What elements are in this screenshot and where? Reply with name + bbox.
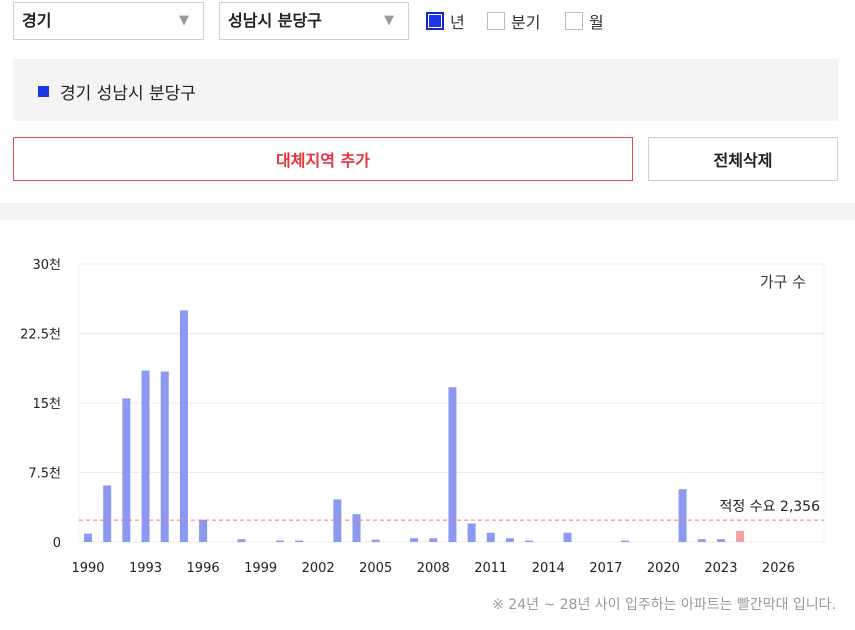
delete-all-button[interactable]: 전체삭제	[648, 137, 838, 181]
bar	[237, 539, 246, 542]
bar	[505, 538, 514, 542]
series-label: 가구 수	[760, 273, 806, 291]
y-tick-label: 15천	[32, 397, 61, 412]
bar	[448, 387, 457, 542]
bar	[697, 539, 706, 542]
district-select-value: 성남시 분당구	[228, 11, 322, 30]
bar	[429, 538, 438, 542]
checkbox-checked-icon	[426, 12, 444, 30]
section-divider	[0, 203, 855, 220]
y-tick-label: 0	[53, 536, 61, 551]
selected-region-item: 경기 성남시 분당구	[38, 79, 196, 104]
period-quarter-label: 분기	[511, 13, 541, 32]
period-year-checkbox[interactable]: 년	[426, 10, 465, 32]
x-tick-label: 2002	[302, 561, 335, 576]
period-quarter-checkbox[interactable]: 분기	[487, 10, 540, 32]
x-tick-label: 1990	[71, 561, 104, 576]
bar	[621, 540, 630, 542]
x-tick-label: 2017	[589, 561, 622, 576]
x-tick-label: 2026	[762, 561, 795, 576]
period-month-checkbox[interactable]: 월	[565, 10, 604, 32]
y-tick-label: 30천	[32, 258, 61, 273]
bar	[716, 539, 725, 542]
bar	[467, 523, 476, 542]
bar	[103, 485, 112, 542]
bar	[294, 540, 303, 542]
bar	[525, 540, 534, 542]
bar	[84, 533, 92, 542]
dropdown-arrow-icon: ▼	[179, 13, 189, 28]
chart-footnote: ※ 24년 ~ 28년 사이 입주하는 아파트는 빨간막대 입니다.	[492, 597, 836, 613]
bar	[333, 499, 342, 542]
bar	[160, 371, 169, 542]
x-tick-label: 2008	[417, 561, 450, 576]
bar-future-move-in	[736, 530, 745, 542]
y-tick-label: 7.5천	[28, 467, 61, 482]
x-tick-label: 2005	[359, 561, 392, 576]
bar	[275, 540, 284, 542]
bar	[486, 532, 495, 542]
reference-line-label: 적정 수요 2,356	[720, 499, 821, 515]
selected-region-label: 경기 성남시 분당구	[60, 84, 196, 104]
bar	[410, 538, 419, 542]
x-tick-label: 2011	[474, 561, 507, 576]
bar	[352, 514, 361, 542]
x-tick-label: 1993	[129, 561, 162, 576]
x-tick-label: 1996	[187, 561, 220, 576]
checkbox-unchecked-icon	[565, 12, 583, 30]
district-select[interactable]: 성남시 분당구 ▼	[219, 2, 409, 40]
period-month-label: 월	[589, 13, 604, 32]
bar	[678, 489, 687, 542]
checkbox-unchecked-icon	[487, 12, 505, 30]
x-tick-label: 2023	[704, 561, 737, 576]
bar	[179, 310, 188, 542]
period-year-label: 년	[450, 13, 465, 32]
x-tick-label: 2020	[647, 561, 680, 576]
bar	[563, 532, 572, 542]
region-color-square-icon	[38, 86, 49, 97]
bar	[141, 370, 150, 542]
dropdown-arrow-icon: ▼	[384, 13, 394, 28]
province-select[interactable]: 경기 ▼	[13, 2, 204, 40]
x-tick-label: 1999	[244, 561, 277, 576]
province-select-value: 경기	[22, 11, 52, 30]
add-alternative-region-button[interactable]: 대체지역 추가	[13, 137, 633, 181]
bar	[199, 519, 208, 542]
bar	[371, 539, 380, 542]
y-tick-label: 22.5천	[20, 328, 61, 343]
bar	[122, 398, 131, 542]
x-tick-label: 2014	[532, 561, 565, 576]
selected-region-panel: 경기 성남시 분당구	[13, 59, 838, 121]
